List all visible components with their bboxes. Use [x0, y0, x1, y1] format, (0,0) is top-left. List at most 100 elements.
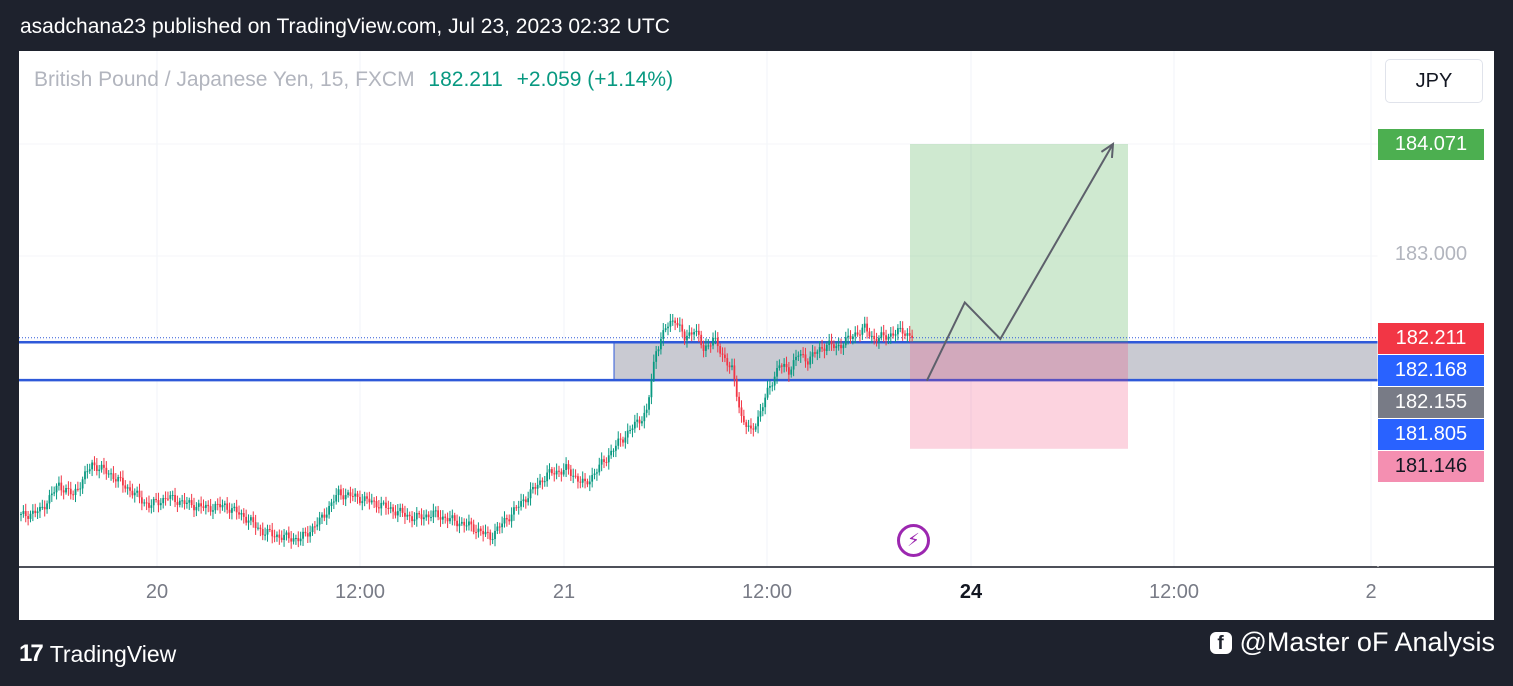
- candle-body: [517, 506, 520, 508]
- candle-body: [292, 538, 295, 542]
- candle-body: [811, 352, 814, 357]
- candle-body: [420, 514, 423, 520]
- candle-body: [821, 347, 823, 349]
- candle-body: [695, 330, 698, 333]
- candle-body: [214, 503, 217, 511]
- chart-pane[interactable]: British Pound / Japanese Yen, 15, FXCM 1…: [19, 51, 1494, 620]
- candle-body: [297, 537, 300, 542]
- candle-body: [148, 502, 150, 508]
- candle-body: [738, 396, 741, 408]
- candle-body: [399, 507, 402, 512]
- candle-body: [195, 506, 198, 511]
- candle-body: [344, 494, 347, 500]
- candle-body: [861, 327, 864, 335]
- currency-button[interactable]: JPY: [1385, 59, 1483, 103]
- candle-body: [287, 532, 290, 539]
- candle-body: [81, 479, 84, 489]
- candle-body: [392, 507, 394, 512]
- candle-body: [778, 365, 781, 369]
- candle-body: [527, 498, 530, 503]
- candle-body: [242, 513, 245, 517]
- candle-body: [20, 514, 22, 516]
- candle-body: [117, 477, 120, 482]
- last-price: 182.211: [428, 68, 503, 91]
- candle-body: [119, 477, 122, 479]
- candle-body: [690, 332, 693, 335]
- candle-body: [688, 332, 691, 336]
- candle-body: [463, 521, 466, 526]
- candle-body: [240, 513, 243, 515]
- candle-body: [799, 354, 802, 356]
- candle-body: [600, 459, 603, 465]
- candle-body: [122, 477, 124, 486]
- candle-body: [534, 486, 537, 489]
- candle-body: [636, 419, 639, 422]
- candle-body: [614, 445, 617, 451]
- candle-body: [797, 355, 800, 357]
- candle-body: [475, 531, 477, 533]
- brand-name: TradingView: [49, 640, 177, 667]
- candle-body: [373, 500, 376, 502]
- candle-body: [174, 495, 176, 503]
- candle-body: [875, 339, 878, 342]
- candle-body: [823, 348, 826, 352]
- candle-body: [617, 438, 620, 446]
- candle-body: [776, 368, 778, 377]
- price-label-zone-top: 182.168: [1378, 355, 1484, 386]
- candle-body: [313, 526, 316, 528]
- candle-body: [254, 522, 257, 529]
- candle-body: [259, 527, 262, 530]
- candle-body: [510, 514, 513, 522]
- candle-body: [219, 504, 221, 508]
- candle-body: [264, 534, 267, 536]
- candle-body: [830, 340, 833, 345]
- candle-body: [472, 524, 475, 532]
- candle-body: [423, 517, 425, 520]
- tradingview-brand[interactable]: 17 TradingView: [19, 640, 176, 668]
- candle-body: [404, 512, 406, 517]
- candle-body: [740, 407, 743, 416]
- candle-body: [456, 520, 458, 527]
- candle-body: [721, 353, 724, 355]
- candle-body: [887, 336, 890, 340]
- candle-body: [503, 517, 506, 524]
- candle-body: [783, 363, 786, 367]
- candle-body: [186, 502, 188, 504]
- candle-body: [375, 501, 378, 508]
- candle-body: [645, 409, 648, 413]
- candle-body: [394, 511, 397, 516]
- candle-body: [731, 365, 733, 368]
- candle-body: [24, 511, 27, 517]
- candle-body: [453, 515, 456, 521]
- candle-body: [662, 330, 665, 339]
- candle-body: [306, 533, 309, 537]
- candle-body: [596, 472, 598, 474]
- candle-body: [389, 507, 392, 509]
- candle-body: [522, 499, 525, 502]
- candle-body: [683, 331, 686, 341]
- candle-body: [520, 501, 522, 507]
- time-label: 2: [1365, 581, 1377, 603]
- candle-body: [347, 492, 349, 495]
- candle-body: [638, 419, 641, 424]
- candle-body: [266, 528, 269, 535]
- lightning-icon[interactable]: ⚡: [897, 524, 930, 557]
- tradingview-logo-icon: 17: [19, 640, 44, 667]
- candle-body: [235, 506, 238, 513]
- candle-body: [449, 518, 451, 522]
- candle-body: [619, 438, 622, 440]
- candle-body: [178, 500, 181, 505]
- candle-body: [754, 426, 757, 430]
- candle-body: [413, 519, 416, 522]
- chart-legend: British Pound / Japanese Yen, 15, FXCM 1…: [34, 68, 673, 92]
- chart-canvas[interactable]: [19, 51, 1494, 620]
- candle-body: [851, 336, 854, 339]
- price-label-last: 182.211: [1378, 323, 1484, 354]
- candle-body: [430, 517, 432, 519]
- candle-body: [712, 337, 714, 346]
- candle-body: [652, 361, 655, 380]
- candle-body: [131, 490, 134, 496]
- candle-body: [882, 332, 885, 336]
- candle-body: [202, 506, 205, 508]
- candle-body: [221, 505, 224, 508]
